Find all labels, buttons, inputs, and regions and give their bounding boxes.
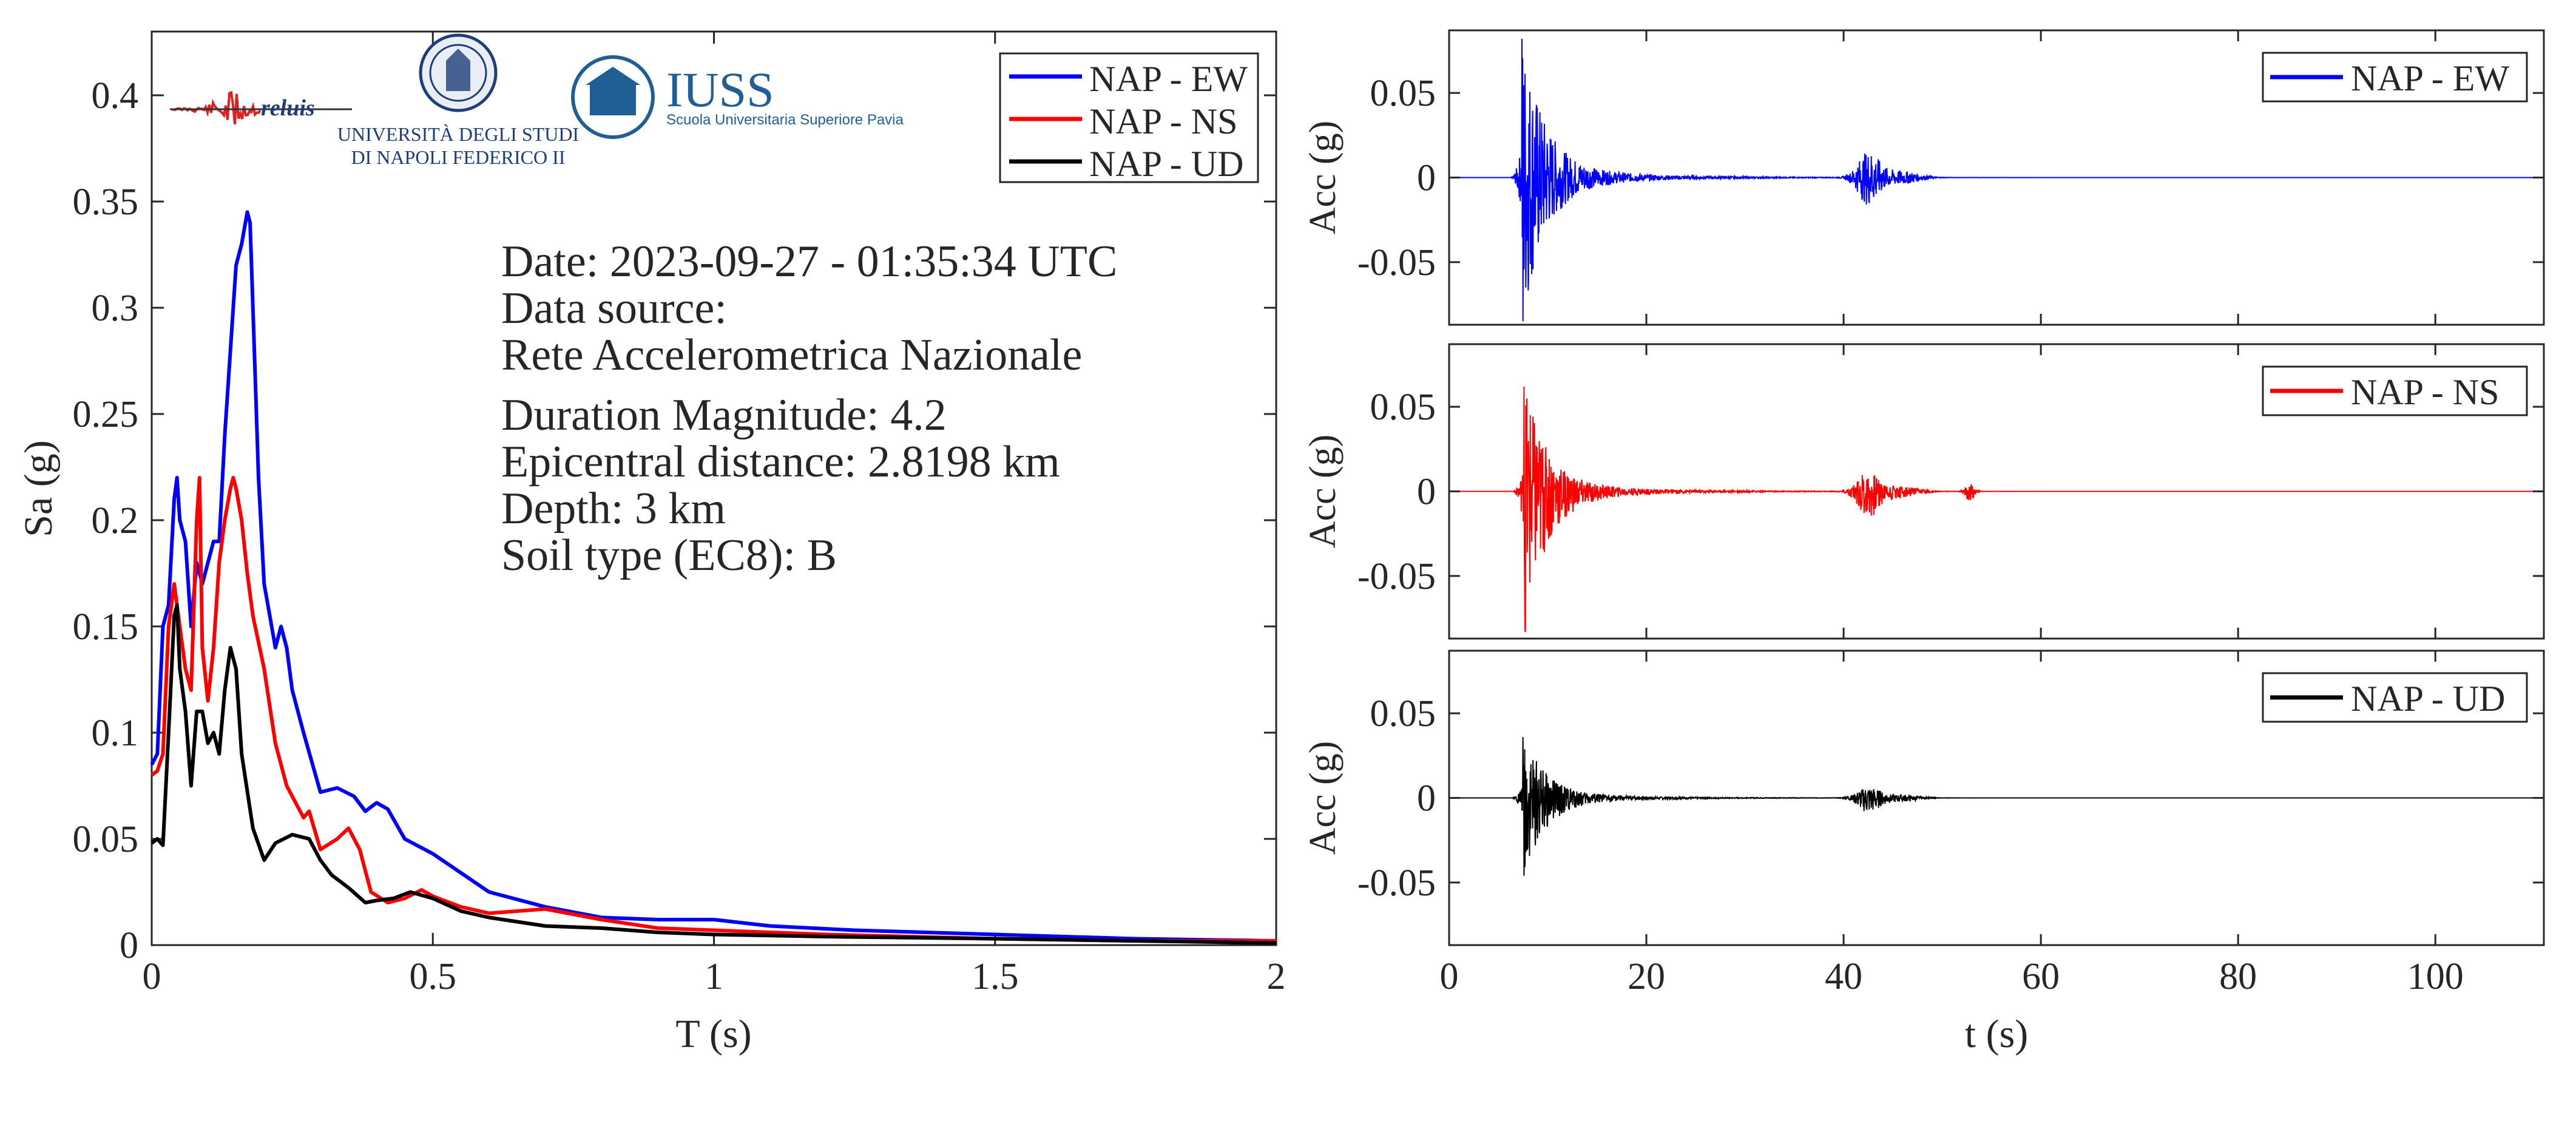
spectrum-x-tick-label: 1 (705, 956, 723, 997)
acc-y-tick-label: 0.05 (1370, 387, 1436, 428)
iuss-subtitle: Scuola Universitaria Superiore Pavia (666, 112, 904, 128)
acc-trace-ew (1449, 38, 2544, 322)
acc-y-tick-label: -0.05 (1357, 242, 1436, 283)
iuss-emblem-roof (586, 67, 640, 85)
spectrum-y-tick-label: 0.15 (73, 606, 139, 648)
spectrum-y-label: Sa (g) (16, 440, 61, 537)
acc-legend-label: NAP - UD (2351, 679, 2505, 719)
spectrum-y-tick-label: 0.3 (92, 288, 139, 329)
unina-line1: UNIVERSITÀ DEGLI STUDI (337, 123, 579, 145)
acc-x-tick-label: 100 (2407, 956, 2464, 997)
acc-y-tick-label: 0 (1417, 778, 1436, 819)
iuss-wordmark: IUSS (666, 62, 774, 117)
depth: Depth: 3 km (501, 484, 726, 534)
duration-magnitude: Duration Magnitude: 4.2 (501, 390, 947, 440)
acc-y-tick-label: 0.05 (1370, 73, 1436, 114)
spectrum-ticks: 0 0.5 1 1.5 2 0 0.05 0.1 0.15 0.2 0.25 0.3 0.35 0.4 (73, 32, 1286, 997)
acc-x-tick-label: 0 (1440, 956, 1459, 997)
unina-seal-inner (429, 44, 487, 102)
acceleration-panels: -0.05 0 0.05 Acc (g) NAP - EW -0.05 0 0.05 Acc (… (1302, 29, 2545, 997)
legend-label-ud: NAP - UD (1089, 144, 1243, 184)
unina-seal-figure (446, 49, 470, 91)
event-annotation: Date: 2023-09-27 - 01:35:34 UTC Data sou… (501, 237, 1117, 580)
soil-type: Soil type (EC8): B (501, 531, 837, 580)
acc-y-label: Acc (g) (1302, 741, 1344, 855)
epicentral-distance: Epicentral distance: 2.8198 km (501, 437, 1060, 487)
spectrum-x-tick-label: 2 (1267, 956, 1286, 997)
acc-y-tick-label: -0.05 (1357, 863, 1436, 904)
spectrum-x-tick-label: 1.5 (972, 956, 1019, 997)
spectrum-y-tick-label: 0 (120, 925, 138, 966)
spectrum-legend: NAP - EW NAP - NS NAP - UD (999, 52, 1259, 184)
acc-x-tick-label: 80 (2219, 956, 2257, 997)
acc-y-tick-label: 0 (1417, 472, 1436, 513)
acc-x-tick-label: 60 (2022, 956, 2060, 997)
iuss-emblem-building (590, 85, 636, 115)
spectrum-line-ew (150, 210, 1277, 943)
data-source-value: Rete Accelerometrica Nazionale (501, 330, 1082, 380)
unina-line2: DI NAPOLI FEDERICO II (351, 146, 566, 168)
spectrum-y-tick-label: 0.05 (73, 819, 139, 860)
time-x-label: t (s) (1965, 1012, 2028, 1056)
event-date: Date: 2023-09-27 - 01:35:34 UTC (501, 237, 1117, 287)
iuss-logo: IUSS Scuola Universitaria Superiore Pavi… (571, 55, 904, 139)
acc-legend-label: NAP - EW (2351, 58, 2509, 98)
spectrum-y-tick-label: 0.2 (92, 500, 139, 541)
legend-label-ew: NAP - EW (1089, 59, 1248, 99)
acc-panel-ud: -0.05 0 0.05 0 20 40 60 80 100 Acc (g) NAP - UD (1302, 649, 2545, 997)
acc-trace-ud (1449, 737, 2544, 876)
spectrum-series (150, 210, 1277, 945)
spectrum-y-tick-label: 0.1 (92, 713, 139, 754)
spectrum-line-ud (150, 603, 1277, 945)
spectrum-x-label: T (s) (675, 1012, 751, 1056)
acc-y-label: Acc (g) (1302, 121, 1344, 235)
acc-y-label: Acc (g) (1302, 435, 1344, 549)
reluis-wordmark: reluis (261, 95, 315, 121)
spectrum-line-ns (150, 476, 1276, 943)
spectrum-y-tick-label: 0.35 (73, 181, 139, 223)
acc-trace-ns (1449, 386, 2544, 633)
acc-x-tick-label: 40 (1825, 956, 1862, 997)
unina-logo: UNIVERSITÀ DEGLI STUDI DI NAPOLI FEDERIC… (337, 33, 579, 168)
reluis-logo: reluis (170, 90, 352, 124)
acc-x-tick-label: 20 (1628, 956, 1665, 997)
spectrum-x-tick-label: 0.5 (410, 956, 457, 997)
acc-y-tick-label: -0.05 (1357, 556, 1436, 597)
legend-label-ns: NAP - NS (1089, 101, 1237, 141)
acc-legend-label: NAP - NS (2351, 372, 2499, 412)
acc-panel-ns: -0.05 0 0.05 Acc (g) NAP - NS (1302, 343, 2545, 640)
spectrum-y-tick-label: 0.25 (73, 394, 139, 435)
acc-panel-ew: -0.05 0 0.05 Acc (g) NAP - EW (1302, 29, 2545, 326)
acc-y-tick-label: 0.05 (1370, 693, 1436, 734)
acc-y-tick-label: 0 (1417, 158, 1436, 199)
spectrum-y-tick-label: 0.4 (92, 75, 139, 117)
spectrum-x-tick-label: 0 (143, 956, 161, 997)
data-source-label: Data source: (501, 283, 727, 333)
spectrum-panel: 0 0.5 1 1.5 2 0 0.05 0.1 0.15 0.2 0.25 0.3 0.35 0.4 r… (16, 30, 1286, 1056)
